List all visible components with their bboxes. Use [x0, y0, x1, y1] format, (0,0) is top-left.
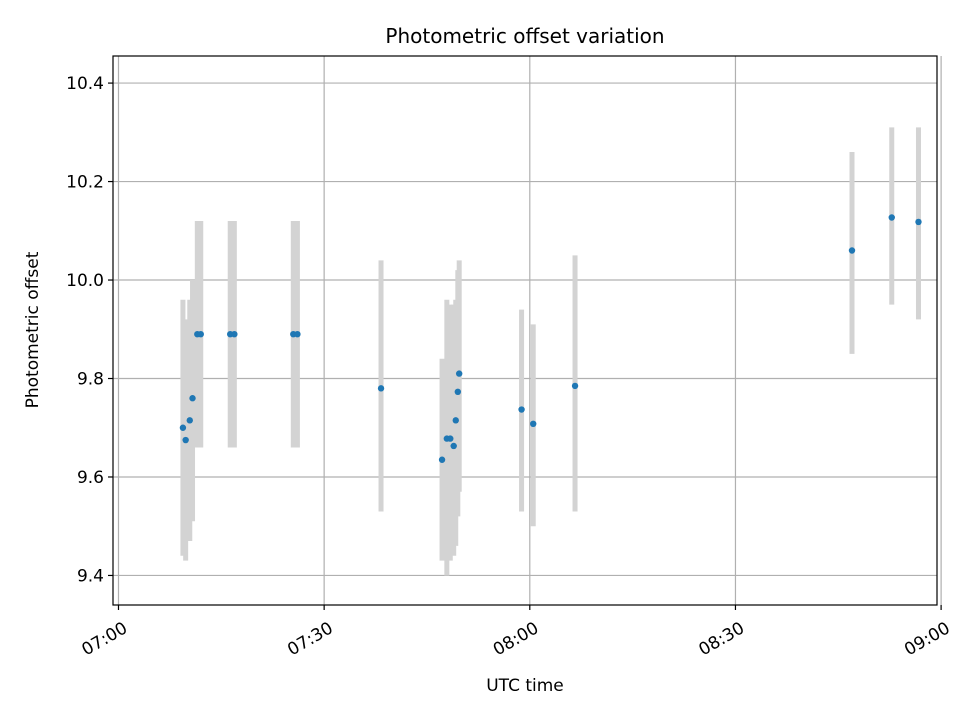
data-point [915, 218, 922, 226]
data-point [186, 417, 193, 424]
data-point [455, 370, 463, 377]
grid [113, 56, 942, 605]
data-point [848, 247, 856, 254]
data-point [447, 435, 454, 442]
data-point [438, 456, 446, 463]
data-point [450, 442, 457, 450]
y-axis-ticks: 9.4 9.6 9.8 10.0 10.2 10.4 [66, 74, 113, 586]
x-axis-title: UTC time [486, 676, 564, 696]
plot-frame [112, 55, 938, 606]
y-tick-label: 10.2 [66, 173, 104, 193]
y-tick-label: 10.4 [66, 74, 104, 94]
data-point [452, 417, 459, 424]
data-point [454, 388, 462, 396]
y-axis-title: Photometric offset [23, 251, 43, 408]
data-point [179, 424, 187, 431]
data-point [189, 395, 196, 402]
y-tick-label: 9.6 [77, 468, 104, 488]
data-point [888, 214, 895, 221]
y-tick-label: 9.8 [77, 370, 104, 390]
data-points [179, 214, 922, 463]
data-point [197, 330, 204, 338]
data-point [571, 382, 579, 390]
data-point [182, 436, 189, 444]
data-point [231, 330, 238, 338]
data-point [518, 406, 525, 413]
data-point [377, 385, 385, 392]
data-point [294, 330, 301, 338]
chart-title: Photometric offset variation [385, 24, 664, 48]
y-tick-label: 10.0 [66, 271, 104, 291]
data-point [530, 420, 537, 428]
y-tick-label: 9.4 [77, 566, 104, 586]
